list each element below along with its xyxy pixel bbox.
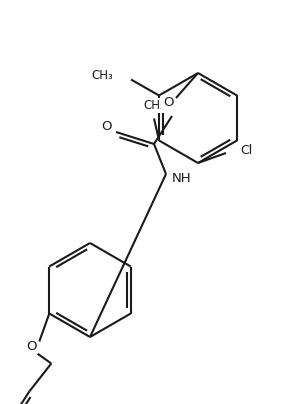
Text: O: O: [163, 97, 173, 109]
Text: CH₃: CH₃: [91, 69, 113, 82]
Text: Cl: Cl: [240, 145, 252, 158]
Text: CH₃: CH₃: [143, 99, 165, 112]
Text: O: O: [26, 340, 37, 353]
Text: NH: NH: [172, 173, 192, 185]
Text: O: O: [101, 120, 111, 133]
